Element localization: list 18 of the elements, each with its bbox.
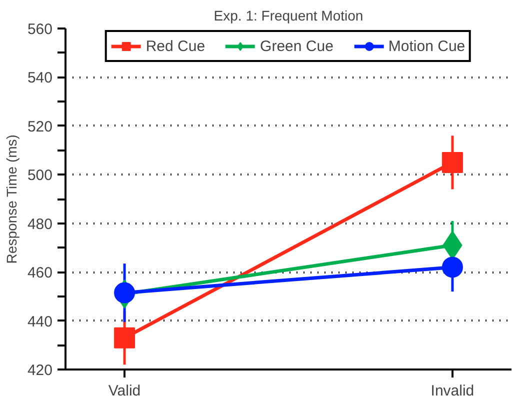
legend-label: Red Cue [146, 38, 206, 54]
y-tick-label: 500 [27, 167, 53, 184]
y-tick-label: 460 [27, 264, 53, 282]
y-tick-label: 440 [27, 313, 53, 330]
y-tick-label: 480 [27, 216, 53, 233]
x-tick-label: Invalid [430, 382, 474, 400]
y-tick-label: 560 [27, 21, 53, 38]
y-tick-label: 420 [27, 362, 53, 379]
y-axis-title: Response Time (ms) [3, 134, 20, 264]
x-tick-label: Valid [108, 382, 141, 400]
y-tick-label: 520 [27, 118, 53, 136]
legend-label: Motion Cue [388, 38, 466, 54]
legend-label: Green Cue [260, 38, 334, 54]
point [442, 152, 463, 173]
point [442, 256, 463, 278]
point [114, 327, 136, 348]
y-tick-label: 540 [27, 70, 53, 87]
chart-title: Exp. 1: Frequent Motion [214, 8, 364, 24]
